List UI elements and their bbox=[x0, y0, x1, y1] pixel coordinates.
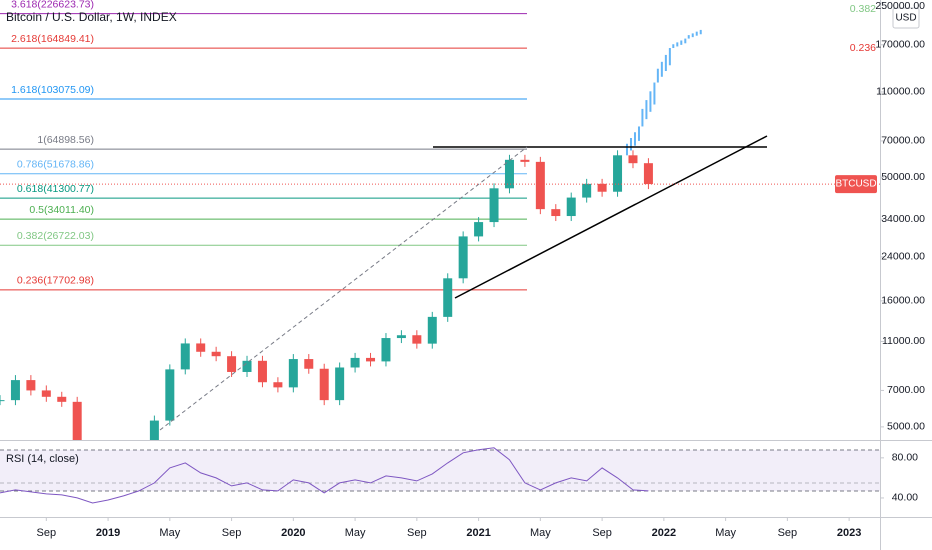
candle-body bbox=[304, 359, 314, 369]
candle-body bbox=[72, 401, 82, 440]
fib-label: 2.618(164849.41) bbox=[11, 33, 94, 45]
candle-body bbox=[196, 343, 206, 352]
candle-body bbox=[180, 343, 190, 370]
x-tick-label: May bbox=[345, 527, 366, 539]
candle-body bbox=[335, 367, 345, 401]
candle-body bbox=[0, 400, 5, 402]
candle-body bbox=[489, 188, 499, 223]
y-tick-label: 170000.00 bbox=[875, 39, 925, 51]
trend-line bbox=[454, 135, 768, 299]
candle-body bbox=[211, 351, 221, 357]
candle-body bbox=[41, 390, 51, 397]
y-tick-label: 34000.00 bbox=[881, 213, 925, 225]
candle-body bbox=[319, 368, 329, 401]
candle-body bbox=[273, 382, 283, 388]
symbol-badge-label: BTCUSD bbox=[835, 179, 876, 190]
rsi-plot bbox=[0, 447, 649, 504]
fib-label: 0.5(34011.40) bbox=[29, 204, 94, 216]
fib-label: 0.786(51678.86) bbox=[17, 159, 94, 171]
candle-body bbox=[227, 356, 237, 372]
y-tick-label: 50000.00 bbox=[881, 171, 925, 183]
x-tick-label: Sep bbox=[222, 527, 242, 539]
candle-body bbox=[57, 396, 67, 402]
candle-body bbox=[582, 183, 592, 198]
x-tick-label: May bbox=[715, 527, 736, 539]
y-tick-label: 24000.00 bbox=[881, 251, 925, 263]
fib-trend bbox=[159, 146, 528, 431]
y-tick-label: 5000.00 bbox=[887, 421, 925, 433]
x-tick-label: 2023 bbox=[837, 527, 861, 539]
x-tick-label: May bbox=[530, 527, 551, 539]
candle-body bbox=[381, 338, 391, 362]
candle-body bbox=[566, 197, 576, 217]
rsi-band bbox=[0, 450, 880, 491]
candle-body bbox=[10, 380, 20, 401]
fib-label: 1(64898.56) bbox=[37, 134, 94, 146]
candle-body bbox=[149, 420, 159, 440]
x-tick-label: May bbox=[159, 527, 180, 539]
candle-body bbox=[288, 359, 298, 388]
candle-body bbox=[427, 316, 437, 344]
price-pane bbox=[0, 13, 702, 440]
fib-label: 3.618(226623.73) bbox=[11, 0, 94, 10]
candle-body bbox=[628, 155, 638, 164]
x-tick-label: Sep bbox=[407, 527, 427, 539]
chart-title: Bitcoin / U.S. Dollar, 1W, INDEX bbox=[6, 10, 177, 24]
x-tick-label: 2020 bbox=[281, 527, 305, 539]
candle-body bbox=[443, 278, 453, 317]
candle-body bbox=[535, 161, 545, 210]
fib-side-label: 0.382 bbox=[850, 3, 876, 15]
candle-body bbox=[643, 163, 653, 185]
candle-body bbox=[597, 183, 607, 192]
fib-label: 1.618(103075.09) bbox=[11, 84, 94, 96]
currency-label: USD bbox=[895, 13, 916, 24]
candle-body bbox=[26, 380, 36, 391]
candle-body bbox=[366, 357, 376, 362]
x-tick-label: 2022 bbox=[652, 527, 676, 539]
rsi-pane bbox=[0, 441, 880, 517]
x-tick-label: Sep bbox=[778, 527, 798, 539]
currency-box[interactable] bbox=[892, 7, 920, 29]
y-tick-label: 16000.00 bbox=[881, 295, 925, 307]
x-tick-label: Sep bbox=[592, 527, 612, 539]
rsi-tick-label: 40.00 bbox=[892, 492, 918, 504]
candle-body bbox=[350, 357, 360, 368]
y-tick-label: 7000.00 bbox=[887, 384, 925, 396]
x-tick-label: 2019 bbox=[96, 527, 120, 539]
x-tick-label: Sep bbox=[37, 527, 57, 539]
overlay bbox=[159, 135, 768, 431]
y-tick-label: 11000.00 bbox=[882, 335, 925, 347]
candle-body bbox=[520, 159, 530, 162]
candle-body bbox=[396, 335, 406, 339]
candle-body bbox=[613, 155, 623, 192]
candle-body bbox=[474, 222, 484, 237]
x-tick-label: 2021 bbox=[466, 527, 490, 539]
y-tick-label: 110000.00 bbox=[876, 86, 925, 98]
fib-label: 0.236(17702.98) bbox=[17, 275, 94, 287]
candle-body bbox=[551, 209, 561, 217]
symbol-badge bbox=[835, 175, 877, 194]
candle-body bbox=[412, 335, 422, 344]
candle-body bbox=[257, 360, 267, 383]
rsi-line bbox=[0, 447, 649, 504]
fib-label: 0.618(41300.77) bbox=[17, 183, 94, 195]
rsi-title: RSI (14, close) bbox=[6, 453, 79, 465]
candle-body bbox=[458, 236, 468, 279]
candle-body bbox=[242, 360, 252, 372]
fib-label: 0.382(26722.03) bbox=[17, 230, 94, 242]
y-tick-label: 250000.00 bbox=[875, 0, 925, 12]
y-tick-label: 70000.00 bbox=[881, 135, 925, 147]
candle-body bbox=[165, 369, 175, 421]
fib-side-label: 0.236 bbox=[850, 42, 876, 54]
rsi-tick-label: 80.00 bbox=[892, 452, 918, 464]
candle-body bbox=[504, 159, 514, 189]
